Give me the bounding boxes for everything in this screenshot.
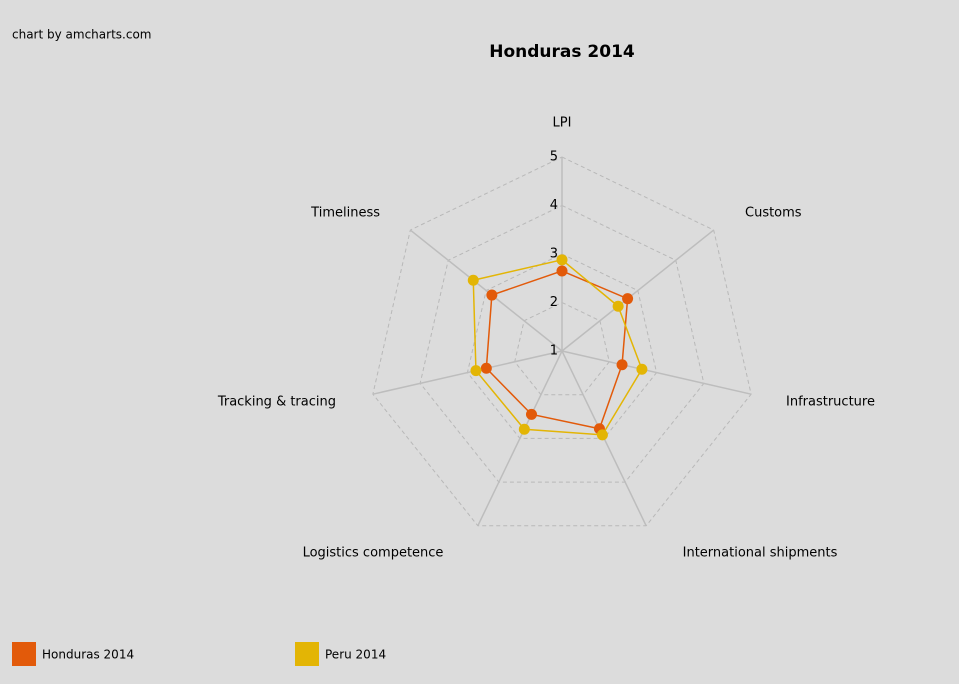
y-tick-label: 4 bbox=[550, 198, 558, 213]
grid-line bbox=[466, 253, 658, 439]
data-point bbox=[616, 359, 628, 371]
grid-line bbox=[419, 204, 705, 483]
y-tick-label: 3 bbox=[550, 247, 558, 262]
data-point bbox=[622, 293, 634, 305]
data-point bbox=[470, 365, 482, 377]
data-point bbox=[467, 274, 479, 286]
axis-line bbox=[409, 229, 563, 352]
axis-line bbox=[372, 350, 563, 395]
grid-line bbox=[514, 301, 610, 396]
series-line bbox=[485, 270, 629, 430]
data-point bbox=[556, 265, 568, 277]
legend-swatch bbox=[12, 642, 36, 666]
y-tick-label: 5 bbox=[550, 150, 558, 165]
data-point bbox=[556, 254, 568, 266]
axis-line bbox=[561, 350, 752, 395]
legend-label: Honduras 2014 bbox=[42, 648, 134, 662]
category-label: LPI bbox=[553, 116, 572, 131]
data-point bbox=[525, 408, 537, 420]
data-point bbox=[612, 300, 624, 312]
y-tick-label: 1 bbox=[550, 344, 558, 359]
axis-line bbox=[561, 229, 715, 352]
data-point bbox=[596, 429, 608, 441]
category-label: Timeliness bbox=[310, 206, 380, 221]
category-label: Infrastructure bbox=[786, 395, 875, 410]
legend-swatch bbox=[295, 642, 319, 666]
y-tick-label: 2 bbox=[550, 295, 558, 310]
data-point bbox=[636, 363, 648, 375]
category-label: Logistics competence bbox=[303, 546, 444, 561]
category-label: Customs bbox=[745, 206, 802, 221]
chart-title: Honduras 2014 bbox=[489, 42, 635, 62]
series-line bbox=[472, 259, 643, 436]
credit: chart by amcharts.com bbox=[12, 28, 151, 42]
axis-line bbox=[477, 350, 563, 527]
grid-line bbox=[372, 156, 752, 527]
category-label: Tracking & tracing bbox=[217, 395, 336, 410]
category-label: International shipments bbox=[683, 546, 838, 561]
data-point bbox=[480, 362, 492, 374]
legend-label: Peru 2014 bbox=[325, 648, 386, 662]
data-point bbox=[486, 289, 498, 301]
data-point bbox=[518, 423, 530, 435]
